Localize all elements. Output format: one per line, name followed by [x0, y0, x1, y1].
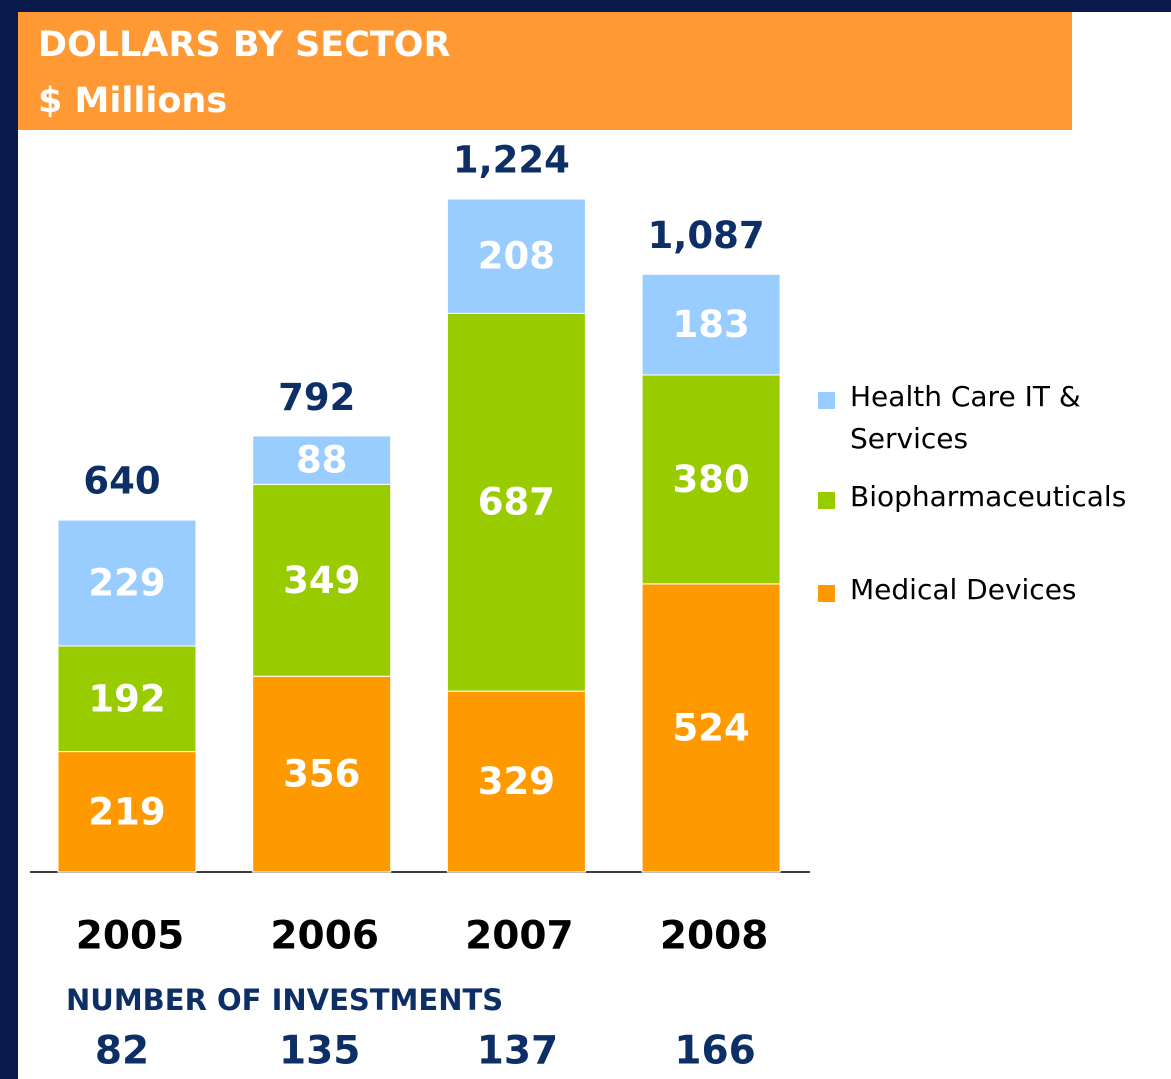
- bar-segment: [641, 374, 781, 585]
- legend-label: Biopharmaceuticals: [850, 480, 1127, 513]
- bar-segment: [57, 751, 197, 873]
- bar-segment: [57, 645, 197, 753]
- segment-label: 192: [88, 677, 165, 720]
- bar-segment: [446, 690, 586, 873]
- legend-label: Health Care IT & Services: [850, 380, 1081, 455]
- legend-swatch: [818, 492, 835, 509]
- bar-segment: [446, 312, 586, 692]
- bar-segment: [446, 198, 586, 314]
- legend-swatch: [818, 585, 835, 602]
- segment-label: 349: [283, 559, 360, 602]
- total-label: 1,087: [648, 214, 765, 257]
- x-tick-label: 2006: [270, 914, 379, 959]
- bar-segment: [252, 483, 392, 677]
- panel: [18, 12, 1171, 1079]
- x-tick-label: 2008: [660, 914, 769, 959]
- bar-segment: [252, 675, 392, 873]
- bar-segment: [641, 273, 781, 376]
- total-label: 792: [278, 376, 355, 419]
- investments-label: NUMBER OF INVESTMENTS: [66, 983, 503, 1017]
- total-label: 640: [83, 460, 160, 503]
- segment-label: 329: [478, 760, 555, 803]
- segment-label: 524: [672, 706, 749, 749]
- segment-label: 380: [672, 458, 749, 501]
- chart-title: DOLLARS BY SECTOR: [38, 25, 451, 65]
- segment-label: 88: [296, 439, 348, 482]
- x-tick-label: 2007: [465, 914, 574, 959]
- segment-label: 229: [88, 562, 165, 605]
- header-band: [18, 12, 1072, 130]
- investment-count: 82: [95, 1029, 149, 1074]
- investment-count: 135: [279, 1029, 360, 1074]
- x-tick-label: 2005: [76, 914, 185, 959]
- bar-segment: [641, 583, 781, 873]
- bar-segment: [57, 519, 197, 647]
- segment-label: 687: [478, 481, 555, 524]
- bar-segment: [252, 435, 392, 485]
- investment-count: 137: [477, 1029, 558, 1074]
- segment-label: 208: [478, 235, 555, 278]
- investment-count: 166: [674, 1029, 755, 1074]
- legend-swatch: [818, 392, 835, 409]
- segment-label: 219: [88, 790, 165, 833]
- chart-subtitle: $ Millions: [38, 81, 227, 121]
- segment-label: 183: [672, 303, 749, 346]
- total-label: 1,224: [453, 139, 570, 182]
- legend-label: Medical Devices: [850, 573, 1077, 606]
- segment-label: 356: [283, 753, 360, 796]
